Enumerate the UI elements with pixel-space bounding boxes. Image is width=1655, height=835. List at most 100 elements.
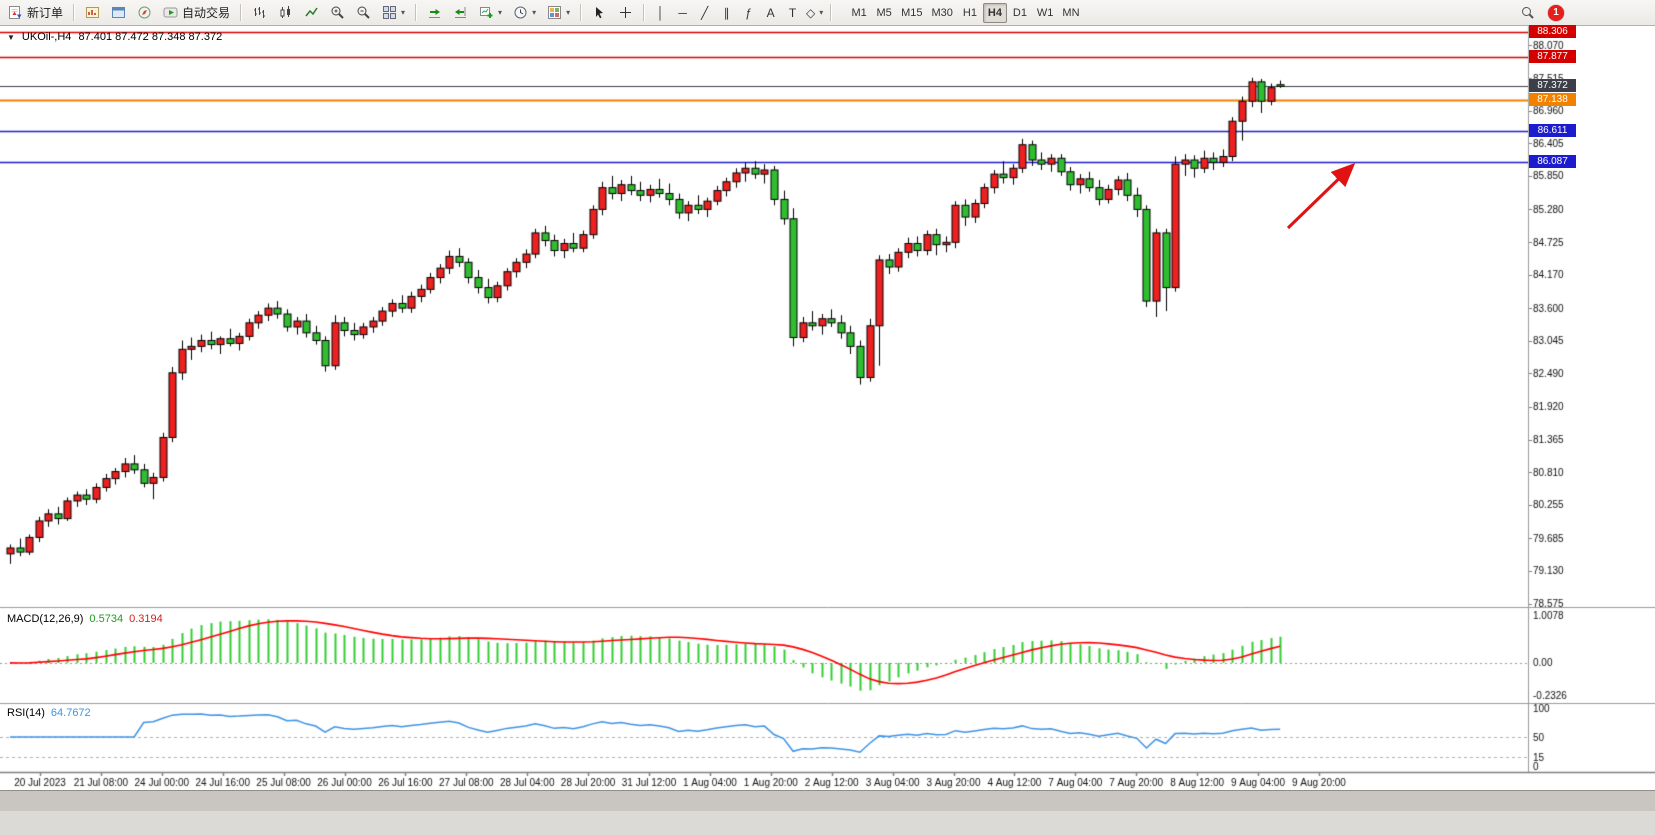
bar-chart-button[interactable] <box>247 2 272 24</box>
toolbar-separator <box>580 4 583 21</box>
navigator-icon <box>137 5 152 20</box>
price-badge-86.087: 86.087 <box>1529 154 1576 168</box>
autotrading-button[interactable]: 自动交易 <box>158 2 235 24</box>
market-watch-icon <box>85 5 100 20</box>
chart-area: ▼ UKOil-,H4 87.401 87.472 87.348 87.372 … <box>0 24 1655 790</box>
shapes-tool-button[interactable]: ◇ ▾ <box>804 2 825 24</box>
cursor-button[interactable] <box>587 2 612 24</box>
timeframe-button-d1[interactable]: D1 <box>1008 3 1032 23</box>
market-watch-button[interactable] <box>80 2 105 24</box>
price-badge-88.306: 88.306 <box>1529 24 1576 38</box>
line-chart-button[interactable] <box>299 2 324 24</box>
candlestick-button[interactable] <box>273 2 298 24</box>
trendline-tool-button[interactable]: ╱ <box>694 2 715 24</box>
search-button[interactable] <box>1515 2 1540 24</box>
new-order-label: 新订单 <box>27 6 64 20</box>
auto-scroll-button[interactable] <box>422 2 447 24</box>
toolbar-separator <box>643 4 646 21</box>
toolbar-separator <box>240 4 243 21</box>
timeframe-button-h1[interactable]: H1 <box>958 3 982 23</box>
text-label-icon: T <box>788 5 797 20</box>
collapse-triangle-icon[interactable]: ▼ <box>7 32 15 42</box>
text-label-tool-button[interactable]: T <box>782 2 803 24</box>
shapes-icon: ◇ <box>805 5 816 20</box>
toolbar: 新订单 自动交易 <box>0 0 1655 26</box>
toolbar-separator <box>73 4 76 21</box>
new-chart-icon <box>479 5 494 20</box>
dropdown-caret-icon: ▾ <box>532 8 537 17</box>
price-badge-87.138: 87.138 <box>1529 93 1576 107</box>
tile-windows-icon <box>382 5 397 20</box>
crosshair-icon <box>618 5 633 20</box>
dropdown-caret-icon: ▾ <box>498 8 503 17</box>
zoom-out-button[interactable] <box>351 2 376 24</box>
zoom-out-icon <box>356 5 371 20</box>
toolbar-separator <box>415 4 418 21</box>
bar-chart-icon <box>252 5 267 20</box>
horizontal-line-tool-button[interactable]: ─ <box>672 2 693 24</box>
zoom-in-icon <box>330 5 345 20</box>
toolbar-separator <box>830 4 833 21</box>
equidistant-channel-icon: ∥ <box>723 5 730 20</box>
rsi-value: 64.7672 <box>50 707 91 719</box>
timeframe-group: M1 M5 M15 M30 H1 H4 D1 W1 MN <box>847 2 1083 23</box>
toolbar-right-group: 1 <box>1515 2 1564 24</box>
line-chart-icon <box>304 5 319 20</box>
timeframe-button-m15[interactable]: M15 <box>897 3 926 23</box>
new-chart-button[interactable]: ▾ <box>474 2 507 24</box>
autotrading-icon <box>163 5 179 20</box>
templates-button[interactable]: ▾ <box>542 2 575 24</box>
price-badge-86.611: 86.611 <box>1529 124 1576 138</box>
zoom-in-button[interactable] <box>325 2 350 24</box>
rsi-indicator-label: RSI(14) 64.7672 <box>7 707 91 719</box>
crosshair-button[interactable] <box>613 2 638 24</box>
data-window-icon <box>111 5 126 20</box>
macd-indicator-label: MACD(12,26,9) 0.5734 0.3194 <box>7 613 163 625</box>
price-badge-87.372: 87.372 <box>1529 79 1576 93</box>
dropdown-caret-icon: ▾ <box>819 8 824 17</box>
price-badge-87.877: 87.877 <box>1529 49 1576 63</box>
timeframe-button-h4[interactable]: H4 <box>982 2 1007 23</box>
timeframe-button-m1[interactable]: M1 <box>847 3 871 23</box>
candlestick-icon <box>278 5 293 20</box>
new-order-button[interactable]: 新订单 <box>3 2 68 24</box>
text-icon: A <box>766 5 775 20</box>
price-chart-canvas[interactable] <box>0 26 1655 790</box>
timeframe-button-m30[interactable]: M30 <box>928 3 957 23</box>
autotrading-label: 自动交易 <box>182 6 231 20</box>
timeframe-button-w1[interactable]: W1 <box>1033 3 1058 23</box>
timeframe-button-mn[interactable]: MN <box>1058 3 1083 23</box>
fibonacci-tool-button[interactable]: ƒ <box>738 2 759 24</box>
chart-shift-button[interactable] <box>448 2 473 24</box>
ohlc-values: 87.401 87.472 87.348 87.372 <box>78 31 223 43</box>
notification-badge[interactable]: 1 <box>1548 4 1564 21</box>
auto-scroll-icon <box>427 5 442 20</box>
equidistant-channel-tool-button[interactable]: ∥ <box>716 2 737 24</box>
new-order-icon <box>8 5 24 20</box>
macd-signal-value: 0.3194 <box>129 613 163 625</box>
horizontal-line-icon: ─ <box>678 5 687 20</box>
fibonacci-icon: ƒ <box>745 5 752 20</box>
drawing-tools-group: │ ─ ╱ ∥ ƒ A T ◇ ▾ <box>650 2 825 24</box>
dropdown-caret-icon: ▾ <box>401 8 406 17</box>
templates-icon <box>547 5 562 20</box>
bottom-strip <box>0 790 1655 835</box>
search-icon <box>1520 5 1535 20</box>
symbol-period-label: UKOil-,H4 <box>21 31 72 43</box>
vertical-line-icon: │ <box>656 5 665 20</box>
vertical-line-tool-button[interactable]: │ <box>650 2 671 24</box>
data-window-button[interactable] <box>106 2 131 24</box>
chart-symbol-header: ▼ UKOil-,H4 87.401 87.472 87.348 87.372 <box>7 31 222 43</box>
dropdown-caret-icon: ▾ <box>566 8 571 17</box>
navigator-button[interactable] <box>132 2 157 24</box>
trendline-icon: ╱ <box>700 5 709 20</box>
tile-windows-button[interactable]: ▾ <box>377 2 410 24</box>
periods-icon <box>513 5 528 20</box>
text-tool-button[interactable]: A <box>760 2 781 24</box>
timeframe-button-m5[interactable]: M5 <box>872 3 896 23</box>
periods-button[interactable]: ▾ <box>508 2 541 24</box>
macd-name: MACD(12,26,9) <box>7 613 84 625</box>
cursor-icon <box>592 5 607 20</box>
macd-main-value: 0.5734 <box>89 613 124 625</box>
